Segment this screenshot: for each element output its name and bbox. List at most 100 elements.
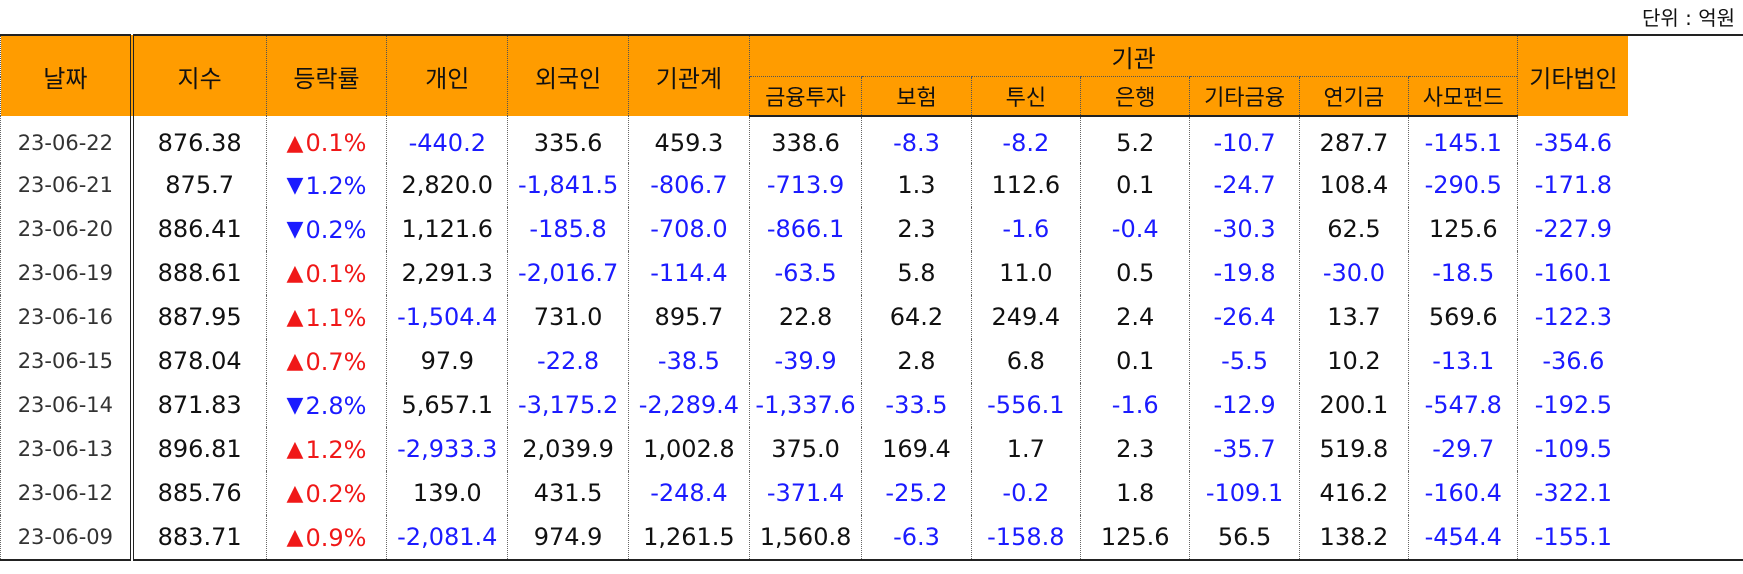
other-corp-cell: -155.1	[1517, 515, 1629, 560]
table-row: 23-06-21 875.7 ▼ 1.2% 2,820.0 -1,841.5 -806.7-…	[0, 163, 1743, 207]
index-cell: 888.61	[131, 251, 267, 295]
change-cell: ▲ 1.2%	[265, 427, 387, 471]
change-value: 1.2%	[305, 435, 367, 464]
header-pension: 연기금	[1298, 76, 1409, 117]
other-corp-cell: -192.5	[1517, 383, 1629, 427]
change-value: 2.8%	[305, 391, 367, 420]
individual-cell: 2,291.3	[386, 251, 508, 295]
other-finance-cell: -109.1	[1189, 471, 1300, 515]
bank-cell: 125.6	[1080, 515, 1190, 560]
investment-trust-cell: -556.1	[970, 383, 1081, 427]
insurance-cell: -8.3	[861, 116, 972, 163]
other-finance-cell: -10.7	[1189, 116, 1300, 163]
investment-trust-cell: -0.2	[970, 471, 1081, 515]
insurance-cell: 2.8	[861, 339, 972, 383]
investor-flow-table: 날짜 지수 등락률 개인 외국인 기관계 기관 기타법인 금융투자 보험 투신 …	[0, 34, 1743, 561]
change-cell: ▲ 0.1%	[265, 251, 387, 295]
individual-cell: 139.0	[386, 471, 508, 515]
header-index: 지수	[131, 35, 267, 116]
inst-total-cell: -806.7	[628, 163, 750, 207]
up-triangle-icon: ▲	[286, 349, 304, 375]
pension-cell: 287.7	[1298, 116, 1409, 163]
up-triangle-icon: ▲	[286, 437, 304, 463]
investment-trust-cell: 11.0	[970, 251, 1081, 295]
up-triangle-icon: ▲	[286, 525, 304, 551]
down-triangle-icon: ▼	[286, 217, 304, 243]
insurance-cell: 64.2	[861, 295, 972, 339]
change-value: 0.7%	[305, 347, 367, 376]
header-date: 날짜	[0, 35, 134, 116]
private-fund-cell: 569.6	[1408, 295, 1518, 339]
down-triangle-icon: ▼	[286, 173, 304, 199]
insurance-cell: -33.5	[861, 383, 972, 427]
inst-total-cell: 1,261.5	[628, 515, 750, 560]
bank-cell: 2.4	[1080, 295, 1190, 339]
date-cell: 23-06-13	[0, 427, 134, 471]
foreign-cell: -22.8	[507, 339, 629, 383]
other-corp-cell: -160.1	[1517, 251, 1629, 295]
inst-total-cell: -248.4	[628, 471, 750, 515]
pension-cell: 13.7	[1298, 295, 1409, 339]
down-triangle-icon: ▼	[286, 393, 304, 419]
foreign-cell: 2,039.9	[507, 427, 629, 471]
change-cell: ▲ 0.9%	[265, 515, 387, 560]
table-row: 23-06-15 878.04 ▲ 0.7% 97.9 -22.8 -38.5 -39.9 2.…	[0, 339, 1743, 383]
insurance-cell: 2.3	[861, 207, 972, 251]
foreign-cell: 431.5	[507, 471, 629, 515]
change-cell: ▼ 1.2%	[265, 163, 387, 207]
table-row: 23-06-09 883.71 ▲ 0.9% -2,081.4 974.9 1,261.5 1…	[0, 515, 1743, 560]
investment-trust-cell: 112.6	[970, 163, 1081, 207]
private-fund-cell: -13.1	[1408, 339, 1518, 383]
private-fund-cell: -547.8	[1408, 383, 1518, 427]
change-cell: ▲ 0.1%	[265, 116, 387, 163]
date-cell: 23-06-16	[0, 295, 134, 339]
table-row: 23-06-12 885.76 ▲ 0.2% 139.0 431.5 -248.4 -371.…	[0, 471, 1743, 515]
header-individual: 개인	[386, 35, 508, 116]
financial-investment-cell: -63.5	[748, 251, 862, 295]
foreign-cell: 335.6	[507, 116, 629, 163]
change-cell: ▲ 1.1%	[265, 295, 387, 339]
change-value: 0.1%	[305, 259, 367, 288]
private-fund-cell: -145.1	[1408, 116, 1518, 163]
other-corp-cell: -122.3	[1517, 295, 1629, 339]
foreign-cell: 731.0	[507, 295, 629, 339]
up-triangle-icon: ▲	[286, 130, 304, 156]
investment-trust-cell: 6.8	[970, 339, 1081, 383]
individual-cell: 97.9	[386, 339, 508, 383]
other-finance-cell: -19.8	[1189, 251, 1300, 295]
change-value: 1.2%	[305, 171, 367, 200]
table-row: 23-06-19 888.61 ▲ 0.1% 2,291.3 -2,016.7 -114.4…	[0, 251, 1743, 295]
index-cell: 896.81	[131, 427, 267, 471]
other-corp-cell: -109.5	[1517, 427, 1629, 471]
change-value: 0.2%	[305, 479, 367, 508]
foreign-cell: -3,175.2	[507, 383, 629, 427]
insurance-cell: 169.4	[861, 427, 972, 471]
private-fund-cell: -290.5	[1408, 163, 1518, 207]
financial-investment-cell: 1,560.8	[748, 515, 862, 560]
header-change: 등락률	[265, 35, 387, 116]
foreign-cell: -2,016.7	[507, 251, 629, 295]
bank-cell: 0.1	[1080, 163, 1190, 207]
other-corp-cell: -171.8	[1517, 163, 1629, 207]
financial-investment-cell: -713.9	[748, 163, 862, 207]
bank-cell: -0.4	[1080, 207, 1190, 251]
foreign-cell: 974.9	[507, 515, 629, 560]
change-value: 0.1%	[305, 129, 367, 158]
pension-cell: 416.2	[1298, 471, 1409, 515]
other-finance-cell: -30.3	[1189, 207, 1300, 251]
header-private-fund: 사모펀드	[1408, 76, 1518, 117]
change-cell: ▼ 2.8%	[265, 383, 387, 427]
insurance-cell: 5.8	[861, 251, 972, 295]
individual-cell: -1,504.4	[386, 295, 508, 339]
header-inst-total: 기관계	[628, 35, 750, 116]
foreign-cell: -185.8	[507, 207, 629, 251]
individual-cell: -440.2	[386, 116, 508, 163]
inst-total-cell: -708.0	[628, 207, 750, 251]
inst-total-cell: 1,002.8	[628, 427, 750, 471]
other-corp-cell: -227.9	[1517, 207, 1629, 251]
other-finance-cell: -12.9	[1189, 383, 1300, 427]
financial-investment-cell: -866.1	[748, 207, 862, 251]
financial-investment-cell: 375.0	[748, 427, 862, 471]
pension-cell: 62.5	[1298, 207, 1409, 251]
header-financial-investment: 금융투자	[748, 76, 862, 117]
